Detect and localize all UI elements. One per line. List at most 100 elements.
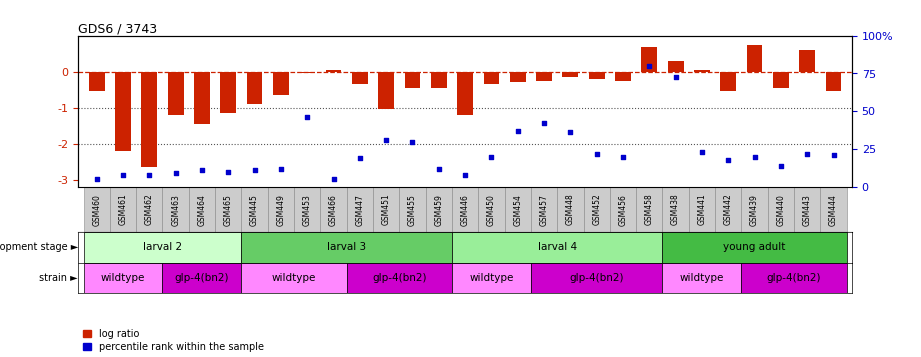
FancyBboxPatch shape — [452, 262, 530, 293]
Point — [142, 172, 157, 178]
Bar — [668, 61, 683, 72]
FancyBboxPatch shape — [821, 187, 846, 232]
FancyBboxPatch shape — [662, 262, 741, 293]
Text: GDS6 / 3743: GDS6 / 3743 — [78, 23, 157, 36]
Text: glp-4(bn2): glp-4(bn2) — [767, 273, 822, 283]
Text: glp-4(bn2): glp-4(bn2) — [175, 273, 229, 283]
FancyBboxPatch shape — [400, 187, 426, 232]
Text: development stage ►: development stage ► — [0, 242, 77, 252]
FancyBboxPatch shape — [689, 187, 715, 232]
FancyBboxPatch shape — [241, 232, 452, 262]
FancyBboxPatch shape — [346, 187, 373, 232]
Bar — [563, 72, 578, 77]
Text: GSM453: GSM453 — [303, 193, 311, 226]
Point — [669, 74, 683, 79]
Point — [194, 167, 209, 173]
Text: GSM463: GSM463 — [171, 193, 181, 226]
Text: GSM446: GSM446 — [460, 193, 470, 226]
Bar — [142, 72, 157, 167]
Text: GSM444: GSM444 — [829, 193, 838, 226]
Point — [326, 176, 341, 182]
Bar — [273, 72, 289, 95]
Point — [274, 166, 288, 172]
Point — [169, 170, 183, 176]
Text: wildtype: wildtype — [680, 273, 724, 283]
Text: GSM456: GSM456 — [619, 193, 627, 226]
Bar — [615, 72, 631, 81]
FancyBboxPatch shape — [241, 187, 268, 232]
FancyBboxPatch shape — [530, 262, 662, 293]
Point — [589, 151, 604, 156]
FancyBboxPatch shape — [294, 187, 321, 232]
Bar — [299, 72, 315, 74]
Text: GSM447: GSM447 — [356, 193, 365, 226]
Point — [799, 151, 814, 156]
Text: GSM459: GSM459 — [435, 193, 443, 226]
Point — [642, 63, 657, 69]
FancyBboxPatch shape — [452, 187, 478, 232]
FancyBboxPatch shape — [530, 187, 557, 232]
Point — [405, 139, 420, 144]
Bar — [484, 72, 499, 84]
Text: GSM448: GSM448 — [565, 194, 575, 226]
Text: GSM452: GSM452 — [592, 194, 601, 226]
Point — [353, 155, 367, 161]
Point — [826, 152, 841, 158]
FancyBboxPatch shape — [610, 187, 636, 232]
Bar — [694, 70, 710, 72]
Text: glp-4(bn2): glp-4(bn2) — [372, 273, 426, 283]
Text: GSM440: GSM440 — [776, 193, 786, 226]
FancyBboxPatch shape — [557, 187, 584, 232]
Point — [300, 115, 315, 120]
Point — [510, 128, 525, 134]
Point — [379, 137, 393, 143]
Point — [458, 172, 472, 178]
Point — [747, 154, 762, 160]
Bar — [747, 45, 763, 72]
Bar — [799, 50, 815, 72]
FancyBboxPatch shape — [189, 187, 216, 232]
Text: GSM465: GSM465 — [224, 193, 233, 226]
Bar — [326, 70, 342, 72]
Point — [694, 149, 709, 155]
FancyBboxPatch shape — [84, 262, 162, 293]
Bar — [194, 72, 210, 124]
Bar — [825, 72, 842, 91]
FancyBboxPatch shape — [268, 187, 294, 232]
FancyBboxPatch shape — [452, 232, 662, 262]
Text: glp-4(bn2): glp-4(bn2) — [569, 273, 624, 283]
Text: GSM461: GSM461 — [119, 194, 127, 226]
Text: wildtype: wildtype — [100, 273, 146, 283]
Point — [484, 154, 499, 160]
Text: GSM450: GSM450 — [487, 193, 495, 226]
FancyBboxPatch shape — [715, 187, 741, 232]
Text: GSM442: GSM442 — [724, 194, 733, 226]
Bar — [536, 72, 552, 81]
FancyBboxPatch shape — [768, 187, 794, 232]
FancyBboxPatch shape — [794, 187, 821, 232]
Point — [116, 172, 131, 178]
FancyBboxPatch shape — [662, 187, 689, 232]
Point — [563, 130, 577, 135]
FancyBboxPatch shape — [478, 187, 505, 232]
Bar — [510, 72, 526, 82]
Point — [431, 166, 446, 172]
Bar — [168, 72, 183, 115]
Text: GSM451: GSM451 — [381, 194, 391, 226]
Bar — [404, 72, 420, 88]
Bar — [431, 72, 447, 88]
FancyBboxPatch shape — [110, 187, 136, 232]
FancyBboxPatch shape — [426, 187, 452, 232]
Text: GSM454: GSM454 — [513, 193, 522, 226]
Text: young adult: young adult — [723, 242, 786, 252]
Bar — [247, 72, 262, 104]
FancyBboxPatch shape — [136, 187, 162, 232]
Text: wildtype: wildtype — [272, 273, 316, 283]
Text: GSM439: GSM439 — [750, 193, 759, 226]
FancyBboxPatch shape — [241, 262, 346, 293]
FancyBboxPatch shape — [84, 187, 110, 232]
FancyBboxPatch shape — [346, 262, 452, 293]
Bar — [641, 46, 658, 72]
Text: GSM449: GSM449 — [276, 193, 286, 226]
Text: GSM438: GSM438 — [671, 194, 680, 226]
